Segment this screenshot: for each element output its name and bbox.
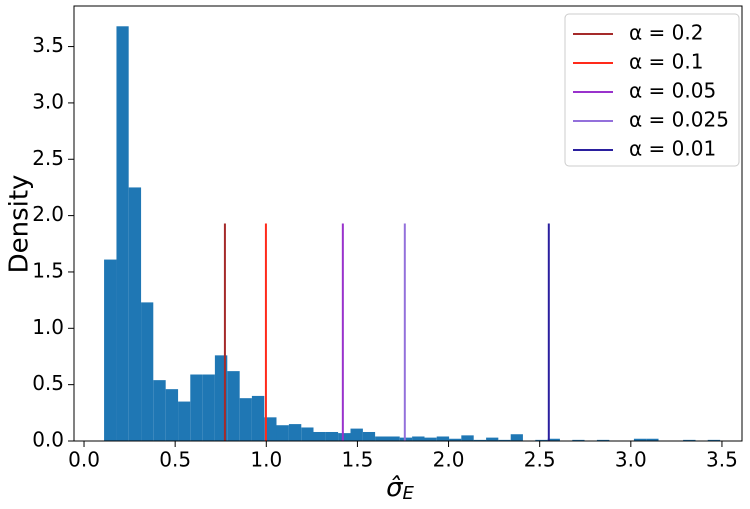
bar (596, 439, 610, 441)
bar (141, 302, 154, 441)
bar (436, 436, 450, 441)
bar (486, 437, 499, 441)
bar (128, 187, 142, 441)
bar (165, 389, 179, 441)
bar (104, 259, 117, 441)
bar (461, 435, 474, 441)
plot-frame (73, 5, 743, 442)
bar (535, 439, 548, 441)
bar (683, 439, 696, 441)
legend-box (564, 13, 740, 167)
bar (375, 436, 388, 441)
x-label-symbol: σ̂ (386, 473, 404, 503)
y-tick-label: 0.0 (32, 428, 64, 452)
bar (498, 439, 511, 441)
bar (547, 438, 560, 441)
y-tick-label: 3.0 (32, 89, 64, 113)
bar (239, 398, 252, 441)
x-label-subscript: E (403, 483, 415, 504)
legend-label: α = 0.2 (629, 21, 703, 45)
bar (338, 433, 351, 441)
bar (350, 428, 363, 441)
bar (227, 371, 240, 441)
x-axis-label: σ̂E (386, 473, 414, 505)
bar (153, 380, 166, 441)
bar (325, 431, 339, 441)
bar (202, 374, 215, 441)
x-tick-label: 2.5 (524, 448, 556, 472)
y-tick-label: 2.0 (32, 202, 64, 226)
legend-label: α = 0.01 (629, 137, 716, 161)
x-tick-label: 3.0 (615, 448, 647, 472)
bar (178, 401, 191, 441)
bar (313, 431, 326, 441)
bar (646, 438, 659, 441)
x-tick-label: 2.0 (433, 448, 465, 472)
bar (387, 436, 400, 441)
bar (251, 395, 265, 441)
bar (276, 425, 289, 441)
bar (510, 434, 523, 441)
bar (473, 439, 487, 441)
bar (399, 437, 413, 441)
legend-label: α = 0.05 (629, 79, 716, 103)
bar (264, 417, 277, 441)
y-tick-label: 1.5 (32, 258, 64, 282)
bar (190, 374, 203, 441)
bar (449, 438, 462, 441)
bar (116, 26, 129, 441)
bar (362, 431, 376, 441)
bar (633, 438, 647, 441)
bar (572, 439, 585, 441)
x-tick-label: 3.5 (706, 448, 738, 472)
bar (412, 436, 425, 441)
bar (424, 437, 437, 441)
bar (301, 427, 314, 441)
x-tick-label: 0.5 (159, 448, 191, 472)
x-tick-label: 1.0 (250, 448, 282, 472)
y-axis-label: Density (5, 175, 35, 274)
y-tick-label: 2.5 (32, 146, 64, 170)
bar (707, 439, 721, 441)
x-tick-label: 1.5 (342, 448, 374, 472)
x-tick-label: 0.0 (68, 448, 100, 472)
y-tick-label: 1.0 (32, 315, 64, 339)
legend-label: α = 0.1 (629, 50, 703, 74)
y-tick-label: 3.5 (32, 33, 64, 57)
y-tick-label: 0.5 (32, 371, 64, 395)
bar (288, 424, 302, 441)
legend-label: α = 0.025 (629, 108, 729, 132)
